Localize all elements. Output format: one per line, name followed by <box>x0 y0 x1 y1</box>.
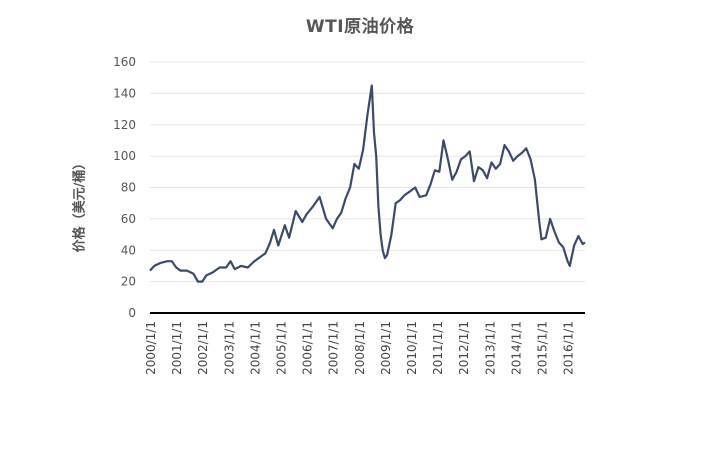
x-tick-label: 2008/1/1 <box>353 321 367 375</box>
y-tick-label: 20 <box>121 275 136 289</box>
x-tick-label: 2006/1/1 <box>301 321 315 375</box>
x-tick-label: 2001/1/1 <box>170 321 184 375</box>
x-tick-label: 2004/1/1 <box>248 321 262 375</box>
x-tick-label: 2005/1/1 <box>275 321 289 375</box>
x-tick-label: 2013/1/1 <box>483 321 497 375</box>
x-tick-label: 2012/1/1 <box>457 321 471 375</box>
x-tick-labels: 2000/1/1 2001/1/1 2002/1/1 2003/1/1 2004/1/1… <box>144 321 576 375</box>
chart-title: WTI原油价格 <box>305 17 415 37</box>
y-tick-label: 80 <box>121 181 136 195</box>
gridlines <box>150 61 585 283</box>
x-tick-label: 2003/1/1 <box>222 321 236 375</box>
series-line-wti <box>149 84 586 283</box>
y-tick-label: 0 <box>128 306 136 320</box>
x-tick-label: 2016/1/1 <box>562 321 576 375</box>
x-tick-label: 2011/1/1 <box>431 321 445 375</box>
x-tick-label: 2014/1/1 <box>509 321 523 375</box>
y-tick-label: 100 <box>113 149 136 163</box>
x-tick-label: 2007/1/1 <box>327 321 341 375</box>
x-tick-label: 2009/1/1 <box>379 321 393 375</box>
x-tick-label: 2010/1/1 <box>405 321 419 375</box>
y-tick-label: 60 <box>121 212 136 226</box>
y-tick-label: 140 <box>113 86 136 100</box>
x-tick-label: 2000/1/1 <box>144 321 158 375</box>
x-tick-label: 2015/1/1 <box>536 321 550 375</box>
y-tick-labels: 0 20 40 60 80 100 120 140 160 <box>113 55 136 320</box>
y-tick-label: 40 <box>121 243 136 257</box>
y-tick-label: 120 <box>113 118 136 132</box>
x-tick-label: 2002/1/1 <box>196 321 210 375</box>
y-tick-label: 160 <box>113 55 136 69</box>
